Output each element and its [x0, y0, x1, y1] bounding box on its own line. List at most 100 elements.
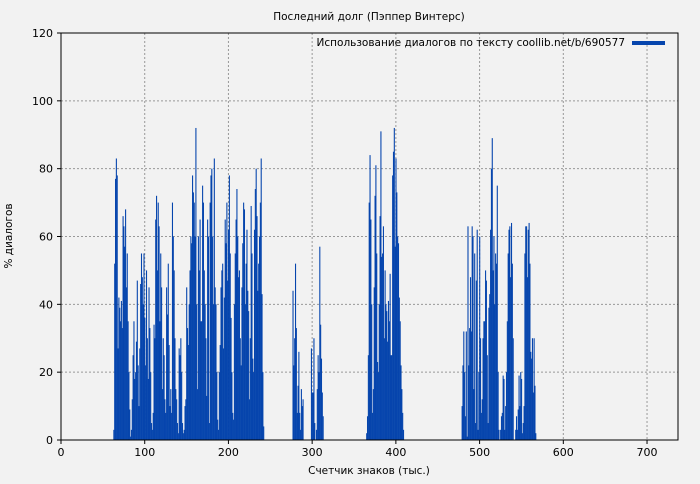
bar [224, 219, 226, 440]
bar [152, 412, 154, 440]
bar [533, 338, 535, 440]
bar [214, 287, 216, 440]
bar [310, 348, 312, 440]
bar [170, 389, 172, 440]
bar [522, 423, 524, 440]
bar [238, 270, 240, 440]
bar [521, 378, 523, 440]
bar [153, 324, 155, 440]
bar [292, 290, 294, 440]
bar [168, 345, 170, 440]
bar [402, 429, 405, 440]
bar [147, 378, 149, 440]
bar [382, 253, 384, 440]
bar [240, 365, 242, 440]
bar [198, 270, 200, 440]
bar [314, 423, 316, 440]
bar [470, 331, 472, 440]
bar [465, 331, 467, 440]
bar [140, 253, 143, 440]
y-tick-label: 120 [32, 27, 53, 40]
bar [137, 365, 139, 440]
bar [184, 406, 186, 440]
bar [222, 263, 224, 440]
legend-label: Использование диалогов по тексту coollib… [317, 37, 625, 49]
bar [511, 263, 513, 440]
bar [239, 338, 241, 440]
x-tick-label: 0 [58, 446, 65, 459]
bar [209, 202, 211, 440]
bar [476, 229, 478, 440]
bar [503, 378, 505, 440]
bar [295, 328, 297, 440]
bar [117, 348, 119, 440]
bar [246, 229, 248, 440]
bar [482, 338, 484, 440]
bar [311, 392, 313, 440]
bar [114, 178, 117, 440]
bar [535, 433, 537, 440]
bar [516, 429, 518, 440]
bar [318, 372, 320, 440]
bar [177, 433, 179, 440]
x-tick-label: 400 [385, 446, 406, 459]
bar [192, 175, 194, 440]
bar [225, 243, 227, 440]
bar [512, 338, 514, 440]
bar [207, 236, 210, 440]
bar [232, 412, 234, 440]
bar [374, 195, 376, 440]
y-axis-label: % диалогов [3, 203, 15, 268]
legend-swatch [632, 41, 665, 45]
bar [248, 311, 250, 440]
bar [521, 433, 523, 440]
bar [222, 348, 225, 440]
bar [202, 185, 204, 440]
bar [500, 429, 502, 440]
bar [372, 412, 374, 440]
bar [506, 321, 508, 440]
bar [166, 287, 168, 440]
bar [228, 175, 230, 440]
x-tick-label: 500 [469, 446, 490, 459]
bar [516, 416, 518, 440]
bar [253, 229, 256, 440]
bar [519, 406, 521, 440]
bar [180, 338, 182, 440]
bar [313, 338, 315, 440]
bar [212, 304, 215, 440]
bar [525, 226, 527, 440]
bar [160, 253, 162, 440]
bar [236, 189, 238, 440]
bar [300, 429, 302, 440]
y-axis-ticks: 0 20 40 60 80 100 120 [32, 27, 61, 447]
bar [217, 429, 220, 440]
bar [259, 202, 261, 440]
bar [154, 338, 156, 440]
bar [317, 355, 319, 440]
bar [517, 409, 519, 440]
bar [156, 195, 158, 440]
bar [319, 246, 321, 440]
bar [320, 324, 322, 440]
bar [250, 205, 252, 440]
bar [218, 372, 220, 440]
bar [194, 236, 196, 440]
bar [163, 355, 165, 440]
bar [385, 304, 387, 440]
bar [380, 131, 382, 440]
bar [215, 304, 217, 440]
bar [204, 304, 206, 440]
bar [159, 321, 161, 440]
bar [189, 270, 191, 440]
bar [263, 426, 265, 440]
x-tick-label: 200 [218, 446, 239, 459]
bar [322, 416, 324, 440]
bar [135, 341, 138, 440]
bar [237, 236, 239, 440]
bar [251, 253, 253, 440]
bar [146, 338, 148, 440]
bar [140, 283, 142, 440]
bar [387, 341, 389, 440]
bar [158, 226, 160, 440]
